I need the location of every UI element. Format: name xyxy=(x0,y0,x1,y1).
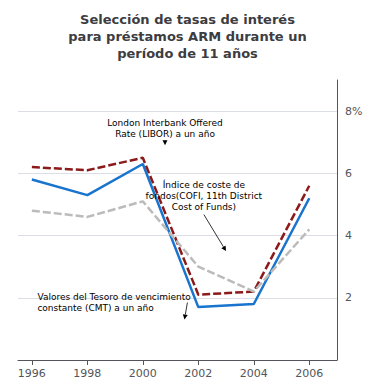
svg-text:London Interbank Offered: London Interbank Offered xyxy=(107,118,223,128)
svg-text:1998: 1998 xyxy=(73,367,101,380)
svg-text:Selección de tasas de interés: Selección de tasas de interés xyxy=(80,12,295,27)
svg-text:6: 6 xyxy=(345,167,352,180)
svg-text:4: 4 xyxy=(345,229,352,242)
svg-text:2006: 2006 xyxy=(295,367,323,380)
svg-text:para préstamos ARM durante un: para préstamos ARM durante un xyxy=(68,29,306,44)
svg-text:2004: 2004 xyxy=(240,367,268,380)
svg-text:período de 11 años: período de 11 años xyxy=(117,46,258,61)
svg-text:Índice de coste de: Índice de coste de xyxy=(163,179,246,190)
svg-text:Rate (LIBOR) a un año: Rate (LIBOR) a un año xyxy=(115,129,215,139)
svg-text:1996: 1996 xyxy=(18,367,46,380)
svg-text:constante (CMT) a un año: constante (CMT) a un año xyxy=(37,303,154,313)
svg-text:Cost of Funds): Cost of Funds) xyxy=(172,202,236,212)
svg-text:Valores del Tesoro de vencimie: Valores del Tesoro de vencimiento xyxy=(37,292,191,302)
svg-text:fondos(COFI, 11th District: fondos(COFI, 11th District xyxy=(146,191,263,201)
svg-text:2000: 2000 xyxy=(129,367,157,380)
svg-text:2002: 2002 xyxy=(184,367,212,380)
svg-text:8%: 8% xyxy=(345,105,362,118)
svg-text:2: 2 xyxy=(345,291,352,304)
